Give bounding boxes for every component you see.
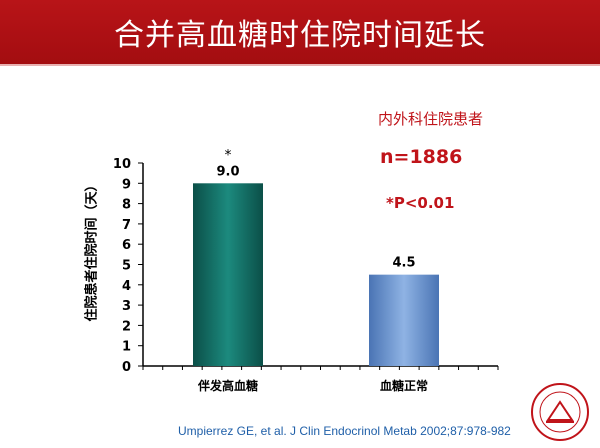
- y-tick-label: 4: [122, 279, 131, 294]
- slide-title: 合并高血糖时住院时间延长: [114, 18, 486, 53]
- category-label: 伴发高血糖: [197, 378, 258, 393]
- y-tick-label: 2: [122, 319, 131, 334]
- sample-size-note: n=1886: [380, 146, 463, 168]
- title-bar: 合并高血糖时住院时间延长: [0, 0, 600, 64]
- significance-marker: *: [225, 147, 232, 163]
- y-tick-label: 0: [122, 360, 131, 375]
- bar-value-label: 4.5: [392, 256, 415, 271]
- y-tick-label: 10: [113, 157, 131, 172]
- y-tick-label: 7: [122, 218, 131, 233]
- y-tick-label: 5: [122, 259, 131, 274]
- category-label: 血糖正常: [380, 378, 428, 393]
- department-note: 内外科住院患者: [378, 110, 484, 128]
- university-seal-icon: [531, 383, 589, 441]
- y-tick-label: 9: [122, 177, 131, 192]
- y-axis-label: 住院患者住院时间（天）: [84, 178, 100, 322]
- bar: [193, 183, 263, 366]
- y-tick-label: 6: [122, 238, 131, 253]
- y-tick-label: 1: [122, 340, 131, 355]
- bar: [369, 274, 439, 366]
- p-value-note: *P<0.01: [386, 194, 455, 212]
- citation: Umpierrez GE, et al. J Clin Endocrinol M…: [178, 424, 511, 438]
- title-underline: [0, 64, 600, 66]
- bar-value-label: 9.0: [216, 164, 239, 179]
- y-tick-label: 3: [122, 299, 131, 314]
- y-tick-label: 8: [122, 198, 131, 213]
